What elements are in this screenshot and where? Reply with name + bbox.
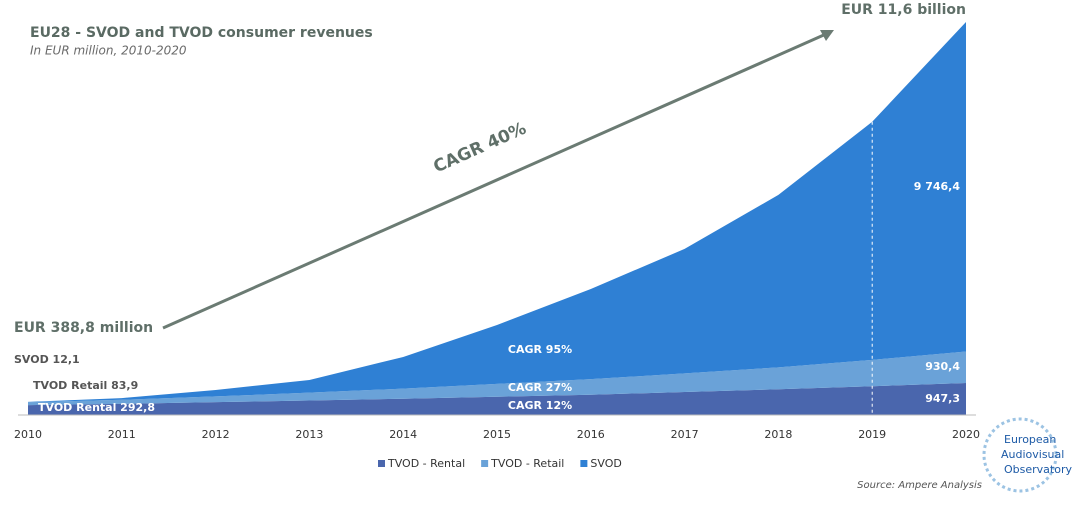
x-tick-label: 2013 <box>295 428 323 441</box>
arrow-head <box>820 30 834 41</box>
x-tick-label: 2020 <box>952 428 980 441</box>
value-label: TVOD Rental 292,8 <box>38 401 155 414</box>
start-label: EUR 388,8 million <box>14 320 153 336</box>
area <box>28 382 966 415</box>
value-label: 930,4 <box>925 360 960 373</box>
cagr-retail: CAGR 27% <box>508 381 572 394</box>
area <box>28 351 966 406</box>
cagr-arrow <box>162 32 827 330</box>
legend-label: SVOD <box>590 457 621 470</box>
logo-ring <box>982 417 1058 493</box>
area <box>28 22 966 403</box>
logo-text: Audiovisual <box>1001 448 1064 461</box>
x-tick-label: 2015 <box>483 428 511 441</box>
value-label: 9 746,4 <box>914 180 961 193</box>
value-label: 947,3 <box>925 392 960 405</box>
value-label: TVOD Retail 83,9 <box>33 379 138 392</box>
logo: European Audiovisual Observatory <box>982 417 1072 493</box>
x-tick-label: 2017 <box>671 428 699 441</box>
cagr-total: CAGR 40% <box>431 119 530 178</box>
x-tick-label: 2018 <box>764 428 792 441</box>
value-label: SVOD 12,1 <box>14 353 80 366</box>
legend-swatch <box>378 460 385 467</box>
cagr-rental: CAGR 12% <box>508 399 572 412</box>
x-tick-label: 2012 <box>202 428 230 441</box>
legend-label: TVOD - Rental <box>387 457 465 470</box>
x-tick-label: 2010 <box>14 428 42 441</box>
chart-subtitle: In EUR million, 2010-2020 <box>30 44 187 58</box>
plot <box>28 22 966 415</box>
logo-text: European <box>1004 433 1056 446</box>
chart-title: EU28 - SVOD and TVOD consumer revenues <box>30 25 373 41</box>
x-tick-label: 2014 <box>389 428 417 441</box>
x-tick-label: 2019 <box>858 428 886 441</box>
legend-label: TVOD - Retail <box>490 457 564 470</box>
x-tick-label: 2016 <box>577 428 605 441</box>
total-label: EUR 11,6 billion <box>841 2 966 18</box>
x-tick-label: 2011 <box>108 428 136 441</box>
legend-swatch <box>481 460 489 467</box>
legend-swatch <box>580 460 588 467</box>
source: Source: Ampere Analysis <box>857 480 982 491</box>
logo-text: Observatory <box>1004 463 1072 476</box>
cagr-svod: CAGR 95% <box>508 343 572 356</box>
